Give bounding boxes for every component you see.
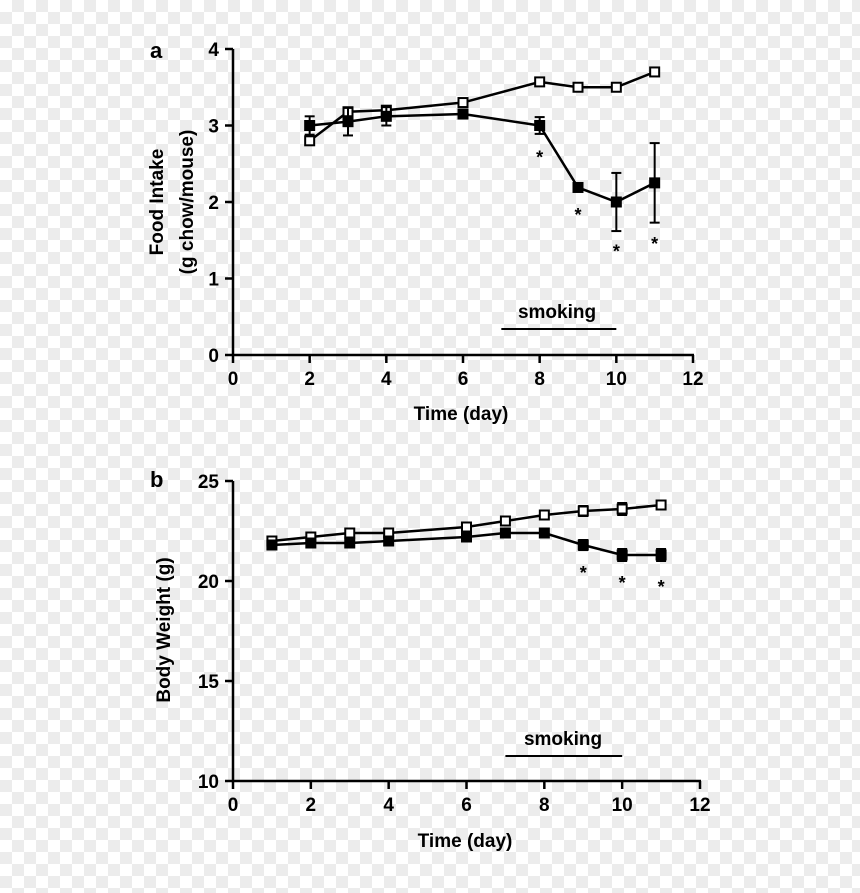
significance-star: * xyxy=(658,577,665,597)
y-tick-label: 3 xyxy=(208,117,219,138)
y-axis-title: Body Weight (g) xyxy=(154,557,175,702)
x-tick-label: 10 xyxy=(606,369,627,390)
y-tick-label: 1 xyxy=(208,270,219,291)
significance-star: * xyxy=(580,563,587,583)
panel-a-food-intake: a Time (day) Food Intake (g chow/mouse) … xyxy=(147,38,704,425)
y-tick-label: 25 xyxy=(198,472,220,493)
smoking-data-point xyxy=(538,527,550,539)
x-axis-title: Time (day) xyxy=(414,404,509,425)
x-tick-label: 6 xyxy=(458,369,469,390)
significance-star: * xyxy=(536,148,543,168)
smoking-data-point xyxy=(572,181,584,193)
x-tick-label: 4 xyxy=(381,369,392,390)
control-data-point xyxy=(304,135,316,147)
y-tick-label: 15 xyxy=(198,672,220,693)
control-data-point xyxy=(572,81,584,93)
x-tick-label: 8 xyxy=(534,369,545,390)
control-data-point xyxy=(538,509,550,521)
smoking-data-point xyxy=(655,549,667,561)
control-data-point xyxy=(616,503,628,515)
smoking-data-point xyxy=(457,108,469,120)
smoking-label: smoking xyxy=(524,729,602,750)
smoking-data-point xyxy=(577,539,589,551)
y-tick-label: 10 xyxy=(198,772,219,793)
smoking-series-line xyxy=(309,112,656,204)
smoking-label: smoking xyxy=(518,302,596,323)
panel-label-b: b xyxy=(150,467,163,492)
smoking-data-point xyxy=(380,110,392,122)
smoking-data-point xyxy=(304,120,316,131)
control-data-point xyxy=(534,76,546,88)
smoking-data-point xyxy=(342,116,354,128)
control-data-point xyxy=(457,97,469,109)
smoking-data-point xyxy=(610,196,622,208)
smoking-data-point xyxy=(499,527,511,539)
control-data-point xyxy=(649,66,661,78)
significance-star: * xyxy=(619,573,626,593)
x-axis-title: Time (day) xyxy=(418,831,513,852)
smoking-data-point xyxy=(305,537,317,549)
control-data-point xyxy=(610,81,622,93)
control-data-point xyxy=(461,521,472,533)
x-tick-label: 10 xyxy=(612,795,633,816)
x-tick-label: 0 xyxy=(228,795,239,816)
control-data-point xyxy=(499,515,511,527)
smoking-data-point xyxy=(383,535,395,547)
smoking-data-point xyxy=(344,537,356,549)
smoking-data-point xyxy=(461,531,472,543)
y-tick-label: 0 xyxy=(208,346,219,367)
control-data-point xyxy=(577,505,589,517)
y-axis-title: Food Intake xyxy=(147,149,168,256)
x-tick-label: 0 xyxy=(228,369,239,390)
y-tick-label: 20 xyxy=(198,572,219,593)
control-series-line xyxy=(308,70,656,142)
panel-label-a: a xyxy=(150,38,163,63)
x-tick-label: 6 xyxy=(461,795,472,816)
significance-star: * xyxy=(651,234,658,254)
x-tick-label: 12 xyxy=(682,369,703,390)
significance-star: * xyxy=(574,205,581,225)
x-tick-label: 8 xyxy=(539,795,550,816)
significance-star: * xyxy=(613,242,620,262)
smoking-data-point xyxy=(616,549,628,561)
y-axis-title-unit: (g chow/mouse) xyxy=(177,130,198,275)
x-tick-label: 2 xyxy=(304,369,315,390)
y-tick-label: 2 xyxy=(208,193,219,214)
control-data-point xyxy=(344,527,356,539)
x-tick-label: 4 xyxy=(383,795,394,816)
control-series-line xyxy=(271,503,662,543)
x-tick-label: 12 xyxy=(689,795,710,816)
x-tick-label: 2 xyxy=(306,795,317,816)
y-tick-label: 4 xyxy=(208,40,219,61)
smoking-data-point xyxy=(534,120,546,131)
smoking-series-line xyxy=(271,531,662,557)
panel-b-body-weight: b Time (day) Body Weight (g) smoking 0 2 4… xyxy=(150,467,711,852)
smoking-data-point xyxy=(266,539,278,551)
control-data-point xyxy=(655,499,667,511)
smoking-data-point xyxy=(649,177,661,189)
